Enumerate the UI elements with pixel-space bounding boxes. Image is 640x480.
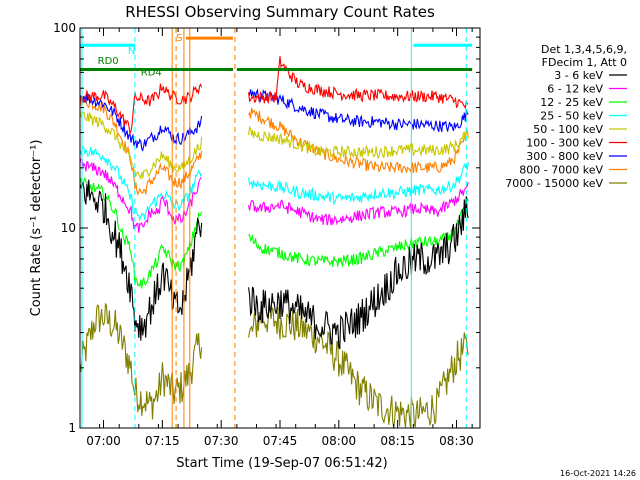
series-line (79, 158, 202, 233)
series-300-800-kev (79, 88, 469, 152)
flag-label: N (128, 46, 135, 57)
x-tick-label: 08:00 (322, 434, 357, 448)
flag-label: RD0 (98, 56, 119, 67)
series-line (248, 181, 469, 226)
series-3-6-kev (79, 179, 469, 350)
legend-entry-label: 800 - 7000 keV (519, 164, 603, 177)
series-line (79, 94, 203, 196)
series-line (248, 197, 469, 268)
legend-header: FDecim 1, Att 0 (542, 56, 627, 69)
y-axis-label: Count Rate (s⁻¹ detector⁻¹) (29, 140, 44, 317)
x-tick-label: 07:00 (86, 434, 121, 448)
series-50-100-kev (79, 110, 469, 181)
y-tick-label: 100 (53, 21, 76, 35)
series-line (79, 179, 203, 341)
flag-label: S (176, 33, 182, 44)
series-25-50-kev (79, 145, 469, 222)
x-axis-label: Start Time (19-Sep-07 06:51:42) (176, 456, 387, 471)
series-line (79, 94, 203, 152)
x-tick-label: 07:45 (263, 434, 298, 448)
series-6-12-kev (79, 158, 469, 233)
legend-entry-label: 25 - 50 keV (540, 110, 603, 123)
x-tick-label: 08:30 (439, 434, 474, 448)
x-tick-label: 07:30 (204, 434, 239, 448)
legend-header: Det 1,3,4,5,6,9, (541, 43, 627, 56)
series-line (248, 302, 469, 429)
legend: Det 1,3,4,5,6,9,FDecim 1, Att 03 - 6 keV… (505, 43, 627, 190)
series-12-25-kev (79, 176, 469, 289)
series-line (79, 303, 203, 420)
series-line (79, 83, 203, 136)
legend-entry-label: 12 - 25 keV (540, 96, 603, 109)
legend-entry-label: 100 - 300 keV (526, 137, 603, 150)
x-tick-label: 08:15 (380, 434, 415, 448)
series-line (79, 145, 203, 222)
plot-area: N RD0 RD4 S (79, 28, 473, 429)
flag-label: RD4 (141, 67, 162, 78)
legend-entry-label: 3 - 6 keV (554, 69, 603, 82)
legend-entry-label: 300 - 800 keV (526, 150, 603, 163)
chart-title: RHESSI Observing Summary Count Rates (125, 3, 435, 21)
legend-entry-label: 50 - 100 keV (533, 123, 603, 136)
series-line (248, 88, 469, 132)
footer-date: 16-Oct-2021 14:26 (560, 469, 636, 478)
axes: 07:00 07:15 07:30 07:45 08:00 08:15 08:30 1 10 10… (53, 21, 480, 448)
series-800-7000-kev (79, 94, 469, 196)
y-tick-label: 1 (68, 421, 76, 435)
series-line (248, 161, 469, 206)
plot-frame (79, 27, 481, 429)
y-tick-label: 10 (61, 221, 76, 235)
series-line (248, 196, 469, 350)
series-7000-15000-kev (79, 302, 469, 429)
legend-entry-label: 6 - 12 keV (547, 83, 603, 96)
series-line (79, 110, 203, 181)
series-line (248, 107, 469, 174)
legend-entry-label: 7000 - 15000 keV (505, 177, 603, 190)
x-tick-label: 07:15 (145, 434, 180, 448)
series-line (248, 125, 469, 160)
series-line (79, 176, 203, 289)
